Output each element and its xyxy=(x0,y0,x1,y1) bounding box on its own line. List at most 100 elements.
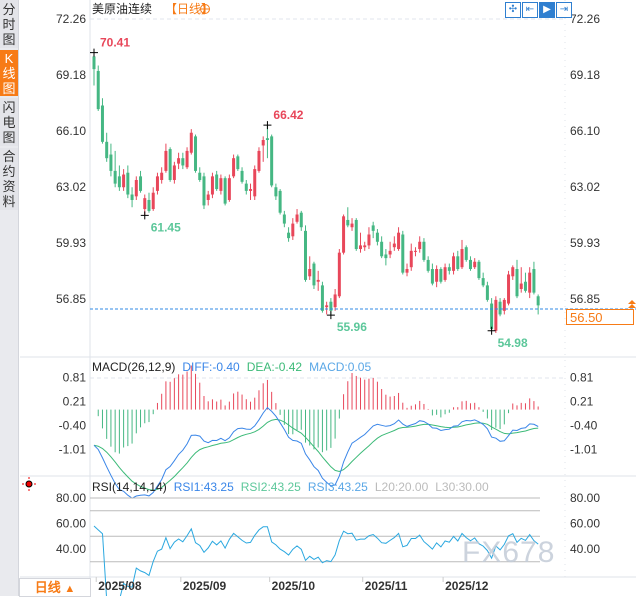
macd-y-tick-right: -1.01 xyxy=(570,443,598,457)
candle-body xyxy=(244,183,248,191)
tab-contract-info[interactable]: 合约资料 xyxy=(0,148,18,210)
y-tick-left: 69.18 xyxy=(56,68,86,82)
candle-body xyxy=(151,192,155,210)
extreme-marker xyxy=(90,48,98,57)
high-label: 70.41 xyxy=(100,36,130,50)
candle-body xyxy=(100,105,104,142)
exit-icon[interactable]: ⇥ xyxy=(556,2,572,18)
candle-body xyxy=(426,259,430,271)
y-tick-left: 72.26 xyxy=(56,12,86,26)
y-tick-right: 63.02 xyxy=(570,180,600,194)
candle-body xyxy=(350,223,354,228)
crosshair-icon[interactable]: ✣ xyxy=(505,2,521,18)
candle-body xyxy=(227,178,231,200)
candle xyxy=(409,243,413,271)
candle-body xyxy=(325,305,329,308)
candle-body xyxy=(206,194,210,200)
low-label: 54.98 xyxy=(498,336,528,350)
candle-body xyxy=(358,245,362,250)
candle-body xyxy=(447,267,451,271)
candle xyxy=(392,236,396,251)
candle-body xyxy=(468,259,472,270)
candle xyxy=(346,207,350,228)
candle-body xyxy=(460,249,464,268)
candle xyxy=(477,259,481,280)
candle-body xyxy=(515,269,519,297)
candle-body xyxy=(354,219,358,250)
candle-body xyxy=(181,158,185,166)
tab-time-chart[interactable]: 分时图 xyxy=(0,0,18,48)
candle-body xyxy=(519,283,523,290)
y-tick-right: 56.85 xyxy=(570,292,600,306)
candle-body xyxy=(405,269,409,273)
y-tick-right: 69.18 xyxy=(570,68,600,82)
candle xyxy=(405,263,409,277)
add-indicator-icon[interactable] xyxy=(200,4,210,14)
rsi-settings-icon[interactable] xyxy=(22,477,36,491)
period-selector[interactable]: 日线 ▲ xyxy=(19,578,91,597)
rsi-y-tick-right: 40.00 xyxy=(570,542,600,556)
candle xyxy=(113,150,117,188)
price-alert-icon[interactable] xyxy=(628,300,636,308)
diff-line xyxy=(93,406,539,499)
tab-flash-chart[interactable]: 闪电图 xyxy=(0,98,18,146)
candle-body xyxy=(109,154,113,171)
candle-body xyxy=(511,267,515,277)
candle-body xyxy=(333,294,337,308)
candle-body xyxy=(287,232,291,239)
candle-body xyxy=(384,254,388,259)
y-tick-right: 59.93 xyxy=(570,236,600,250)
x-tick-label: 2025/11 xyxy=(365,579,408,593)
macd-y-tick-right: 0.21 xyxy=(570,394,594,408)
tab-kline-chart[interactable]: K线图 xyxy=(0,50,18,96)
candle-body xyxy=(291,223,295,237)
rsi-line xyxy=(93,525,539,596)
macd-diff-label: DIFF:-0.40 xyxy=(182,360,240,374)
candle-body xyxy=(422,241,426,260)
period-tag: 【日线】 xyxy=(165,2,213,16)
chart-mode-icon[interactable]: ▶ xyxy=(539,2,555,18)
candle xyxy=(485,281,489,302)
candle xyxy=(219,174,223,195)
candle xyxy=(278,189,282,215)
candle xyxy=(202,172,206,210)
candle xyxy=(498,298,502,317)
high-label: 66.42 xyxy=(273,108,303,122)
candle xyxy=(291,218,295,240)
macd-title: MACD(26,12,9) xyxy=(92,360,176,374)
candle-body xyxy=(122,174,126,188)
candle-body xyxy=(219,178,223,191)
candle xyxy=(177,152,181,170)
range-select-icon[interactable]: ⇤ xyxy=(522,2,538,18)
candle-body xyxy=(130,194,134,200)
candle xyxy=(397,227,401,251)
candle xyxy=(481,272,485,288)
candle xyxy=(494,296,498,333)
candle-body xyxy=(320,285,324,311)
candle-body xyxy=(215,174,219,190)
candle xyxy=(265,125,269,159)
candle-body xyxy=(528,272,532,293)
candle-body xyxy=(439,269,443,282)
candle xyxy=(274,183,278,200)
candle xyxy=(198,167,202,182)
low-label: 55.96 xyxy=(337,320,367,334)
candle xyxy=(109,143,113,177)
macd-y-tick-right: 0.81 xyxy=(570,370,594,384)
candle-body xyxy=(371,225,375,231)
macd-y-tick-left: -0.40 xyxy=(59,418,87,432)
candle-body xyxy=(198,172,202,180)
candle xyxy=(439,267,443,284)
candle-body xyxy=(160,172,164,180)
candle-body xyxy=(413,250,417,252)
candle xyxy=(460,239,464,270)
candle xyxy=(401,230,405,275)
candle-body xyxy=(316,279,320,282)
rsi3-label: RSI3:43.25 xyxy=(307,480,368,494)
rsi2-label: RSI2:43.25 xyxy=(240,480,301,494)
rsi-title: RSI(14,14,14) xyxy=(92,480,167,494)
candle xyxy=(413,247,417,257)
candle-body xyxy=(253,169,257,197)
dea-line xyxy=(93,418,539,491)
